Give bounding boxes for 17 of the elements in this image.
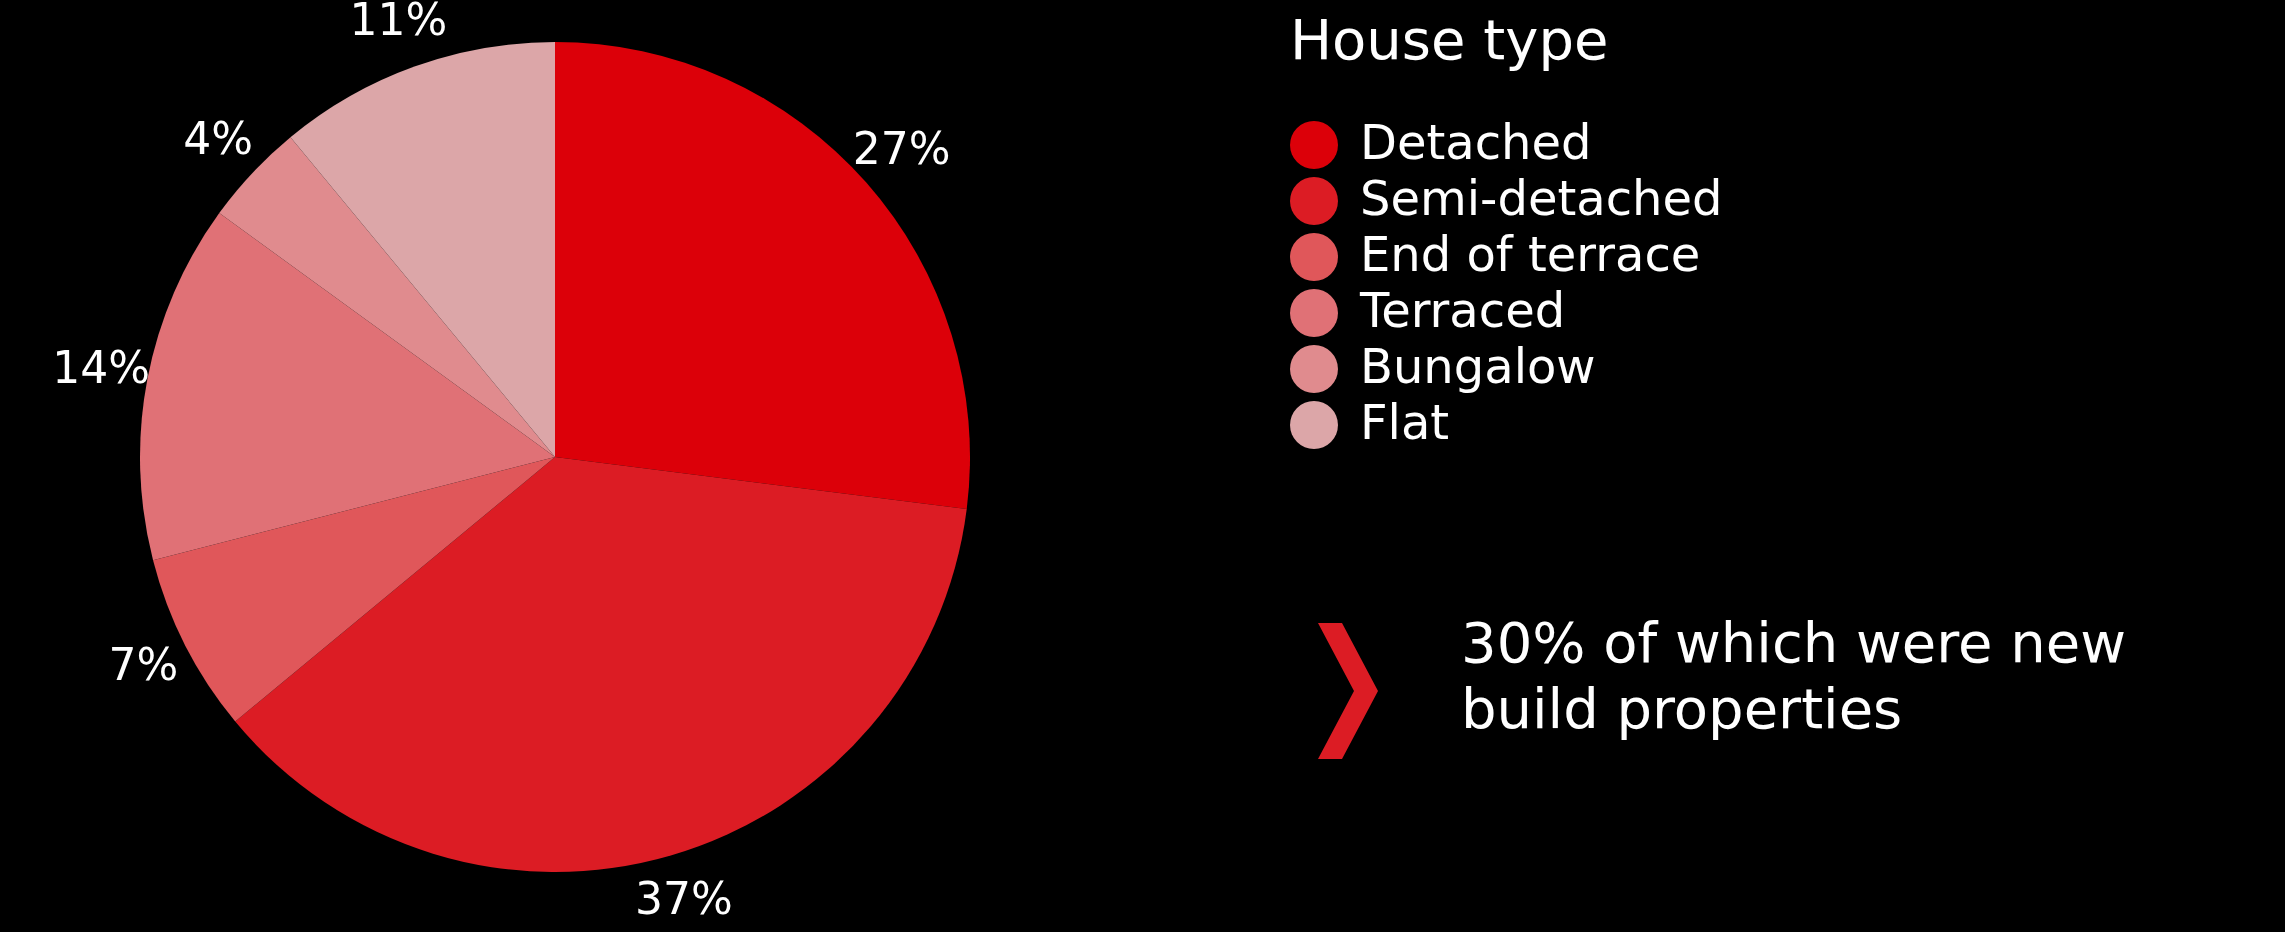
data-label: 14%: [52, 342, 151, 394]
data-label: 27%: [852, 123, 951, 175]
legend-title: House type: [1290, 7, 1609, 72]
data-label: 7%: [108, 638, 179, 690]
legend-label: Flat: [1360, 394, 1450, 450]
legend-label: Terraced: [1359, 282, 1566, 338]
pie-slice: [555, 42, 970, 510]
data-label: 4%: [183, 112, 254, 164]
text: 30% of which were new build properties: [1461, 610, 2128, 742]
legend-label: Semi-detached: [1360, 170, 1723, 226]
legend-label: Bungalow: [1360, 338, 1596, 394]
data-label: 11%: [349, 0, 448, 46]
data-label: 37%: [635, 872, 733, 924]
legend-label: Detached: [1360, 114, 1592, 170]
pie-slice: [235, 457, 967, 872]
pie-slice: [290, 42, 555, 457]
legend-label: End of terrace: [1360, 226, 1701, 282]
